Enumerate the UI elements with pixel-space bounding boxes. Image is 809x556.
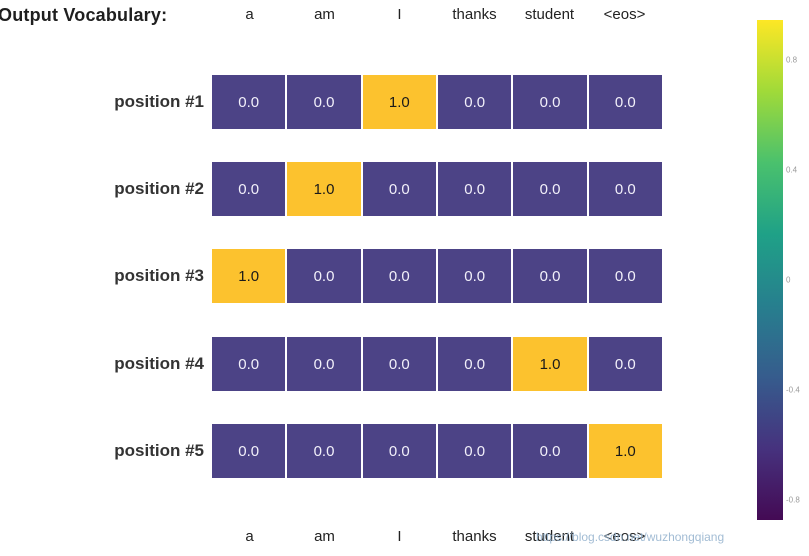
row-cells: 0.0 0.0 0.0 0.0 0.0 1.0	[212, 424, 662, 478]
heatmap-row: position #3 1.0 0.0 0.0 0.0 0.0 0.0	[0, 249, 809, 303]
heatmap-cell: 0.0	[212, 424, 286, 478]
colorbar-tick-label: -0.4	[786, 385, 800, 395]
heatmap-cell: 0.0	[362, 162, 436, 216]
heatmap-cell: 0.0	[212, 337, 286, 391]
vocab-label: a	[245, 6, 254, 23]
figure-title: Output Vocabulary:	[0, 5, 168, 25]
heatmap-cell: 0.0	[513, 249, 587, 303]
row-cells: 0.0 1.0 0.0 0.0 0.0 0.0	[212, 162, 662, 216]
heatmap-row: position #4 0.0 0.0 0.0 0.0 1.0 0.0	[0, 337, 809, 391]
heatmap-cell: 0.0	[438, 75, 512, 129]
heatmap-row: position #2 0.0 1.0 0.0 0.0 0.0 0.0	[0, 162, 809, 216]
heatmap-cell: 0.0	[588, 249, 662, 303]
heatmap-cell: 0.0	[513, 424, 587, 478]
heatmap-cell: 0.0	[513, 75, 587, 129]
vocab-label: a	[245, 528, 254, 545]
heatmap-cell: 0.0	[212, 162, 286, 216]
heatmap-cell: 1.0	[212, 249, 286, 303]
heatmap-row: position #1 0.0 0.0 1.0 0.0 0.0 0.0	[0, 75, 809, 129]
vocab-label: <eos>	[603, 528, 646, 545]
vocab-label: thanks	[452, 528, 497, 545]
vocab-label: thanks	[452, 6, 497, 23]
heatmap-cell: 0.0	[513, 162, 587, 216]
vocab-label: student	[524, 6, 575, 23]
row-label: position #2	[114, 179, 204, 198]
heatmap-cell: 0.0	[588, 337, 662, 391]
heatmap-cell: 1.0	[362, 75, 436, 129]
row-cells: 0.0 0.0 0.0 0.0 1.0 0.0	[212, 337, 662, 391]
heatmap-cell: 0.0	[287, 424, 361, 478]
vocab-label: am	[314, 6, 335, 23]
row-label: position #3	[114, 266, 204, 285]
heatmap-cell: 0.0	[588, 162, 662, 216]
row-label: position #5	[114, 441, 204, 460]
colorbar-tick-label: 0.4	[786, 165, 798, 175]
colorbar-ticks: 0.8 0.4 0 -0.4 -0.8	[786, 20, 808, 520]
heatmap-cell: 0.0	[438, 337, 512, 391]
heatmap-cell: 0.0	[438, 162, 512, 216]
vocab-label: I	[397, 6, 402, 23]
row-cells: 1.0 0.0 0.0 0.0 0.0 0.0	[212, 249, 662, 303]
heatmap-cell: 0.0	[438, 424, 512, 478]
watermark-text: https://blog.csdn.net/wuzhongqiang	[536, 530, 725, 544]
row-label: position #4	[114, 354, 204, 373]
vocab-label: <eos>	[603, 6, 646, 23]
heatmap-row: position #5 0.0 0.0 0.0 0.0 0.0 1.0	[0, 424, 809, 478]
heatmap-cell: 0.0	[287, 249, 361, 303]
colorbar-tick-label: 0.8	[786, 55, 798, 65]
heatmap-cell: 0.0	[362, 249, 436, 303]
vocab-label: am	[314, 528, 335, 545]
row-label: position #1	[114, 92, 204, 111]
heatmap-cell: 1.0	[513, 337, 587, 391]
colorbar-tick-label: -0.8	[786, 495, 800, 505]
heatmap-cell: 0.0	[588, 75, 662, 129]
row-cells: 0.0 0.0 1.0 0.0 0.0 0.0	[212, 75, 662, 129]
colorbar-tick-label: 0	[786, 275, 791, 285]
heatmap-cell: 0.0	[287, 337, 361, 391]
heatmap-cell: 1.0	[588, 424, 662, 478]
vocab-label: I	[397, 528, 402, 545]
heatmap-cell: 0.0	[212, 75, 286, 129]
vocab-label: student	[524, 528, 575, 545]
heatmap-cell: 1.0	[287, 162, 361, 216]
heatmap-cell: 0.0	[287, 75, 361, 129]
heatmap-cell: 0.0	[438, 249, 512, 303]
heatmap-cell: 0.0	[362, 424, 436, 478]
colorbar	[757, 20, 783, 520]
heatmap-cell: 0.0	[362, 337, 436, 391]
